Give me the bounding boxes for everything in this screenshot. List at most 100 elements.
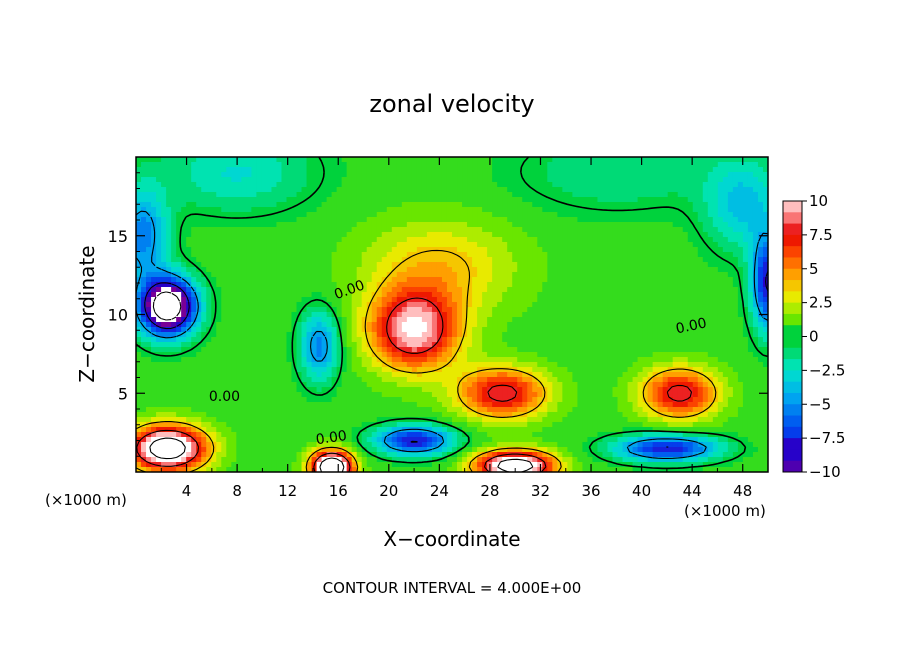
field-cell <box>742 242 749 248</box>
field-cell <box>336 297 343 303</box>
field-cell <box>577 257 584 263</box>
field-cell <box>171 172 177 178</box>
field-cell <box>181 232 187 238</box>
field-cell <box>316 212 323 218</box>
field-cell <box>557 297 563 303</box>
field-cell <box>206 222 212 228</box>
field-cell <box>547 182 553 188</box>
field-cell <box>136 297 142 303</box>
field-cell <box>462 187 468 193</box>
field-cell <box>146 167 152 173</box>
field-cell <box>717 232 724 238</box>
field-cell <box>607 312 614 318</box>
field-cell <box>627 272 634 278</box>
field-cell <box>186 202 192 208</box>
field-cell <box>176 187 182 193</box>
field-cell <box>487 337 493 343</box>
field-cell <box>557 172 563 178</box>
field-cell <box>296 167 303 173</box>
field-cell <box>301 317 308 323</box>
field-cell <box>702 182 709 188</box>
field-cell <box>281 242 288 248</box>
field-cell <box>637 252 644 258</box>
field-cell <box>607 237 614 243</box>
field-cell <box>572 167 578 173</box>
field-cell <box>241 337 247 343</box>
field-cell <box>271 187 278 193</box>
field-cell <box>727 212 734 218</box>
field-cell <box>562 292 568 298</box>
field-cell <box>577 222 584 228</box>
field-cell <box>612 197 619 203</box>
field-cell <box>201 162 207 168</box>
field-cell <box>712 182 719 188</box>
field-cell <box>361 327 368 333</box>
field-cell <box>662 332 669 338</box>
field-cell <box>457 342 463 348</box>
field-cell <box>487 287 493 293</box>
field-cell <box>562 247 568 253</box>
field-cell <box>396 302 403 308</box>
field-cell <box>762 157 768 163</box>
field-cell <box>326 217 333 223</box>
field-cell <box>652 287 659 293</box>
field-cell <box>231 177 237 183</box>
field-cell <box>712 242 719 248</box>
field-cell <box>181 182 187 188</box>
field-cell <box>381 162 388 168</box>
field-cell <box>762 232 768 238</box>
field-cell <box>717 282 724 288</box>
field-cell <box>341 197 348 203</box>
field-cell <box>416 177 423 183</box>
field-cell <box>301 162 308 168</box>
field-cell <box>271 172 278 178</box>
field-cell <box>472 192 478 198</box>
field-cell <box>752 277 759 283</box>
field-cell <box>316 222 323 228</box>
field-cell <box>191 257 197 263</box>
field-cell <box>411 207 418 213</box>
field-cell <box>221 352 227 358</box>
field-cell <box>321 202 328 208</box>
field-cell <box>311 187 318 193</box>
field-cell <box>722 267 729 273</box>
field-cell <box>467 252 473 258</box>
field-cell <box>717 242 724 248</box>
field-cell <box>507 277 513 283</box>
field-cell <box>176 317 182 323</box>
field-cell <box>602 322 609 328</box>
field-cell <box>426 292 433 298</box>
field-cell <box>717 192 724 198</box>
field-cell <box>522 187 528 193</box>
field-cell <box>687 317 694 323</box>
field-cell <box>281 342 288 348</box>
field-cell <box>191 292 197 298</box>
field-cell <box>216 267 222 273</box>
field-cell <box>692 242 699 248</box>
field-cell <box>637 187 644 193</box>
field-cell <box>532 197 538 203</box>
field-cell <box>181 267 187 273</box>
field-cell <box>251 207 257 213</box>
field-cell <box>717 317 724 323</box>
field-cell <box>482 162 488 168</box>
field-cell <box>492 267 498 273</box>
field-cell <box>642 242 649 248</box>
field-cell <box>682 282 689 288</box>
field-cell <box>672 302 679 308</box>
field-cell <box>376 217 383 223</box>
field-cell <box>532 167 538 173</box>
field-cell <box>336 257 343 263</box>
field-cell <box>622 247 629 253</box>
field-cell <box>446 272 453 278</box>
field-cell <box>371 222 378 228</box>
field-cell <box>707 217 714 223</box>
field-cell <box>291 262 298 268</box>
field-cell <box>256 322 262 328</box>
field-cell <box>682 232 689 238</box>
field-cell <box>642 207 649 213</box>
field-cell <box>336 192 343 198</box>
field-cell <box>722 237 729 243</box>
field-cell <box>196 277 202 283</box>
field-cell <box>406 257 413 263</box>
